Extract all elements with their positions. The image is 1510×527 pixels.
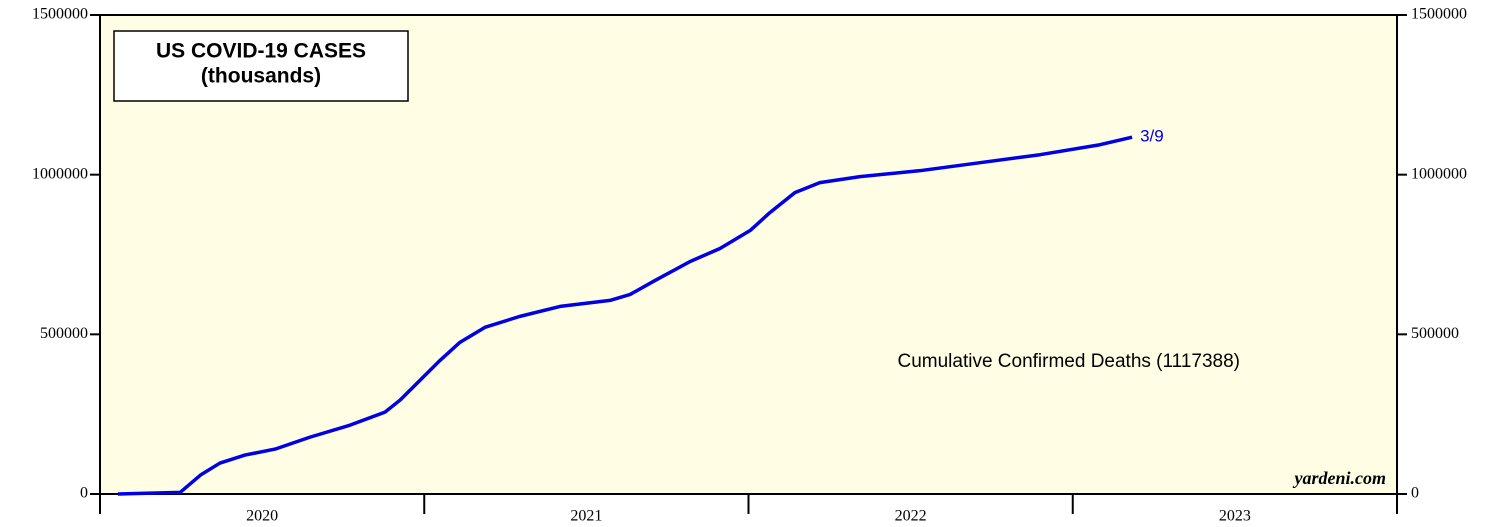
y-tick-label: 500000: [40, 325, 88, 342]
x-tick-label: 2020: [246, 508, 278, 525]
x-tick-label: 2023: [1219, 508, 1251, 525]
title-box: [113, 30, 409, 102]
y2-tick-label: 1000000: [1411, 165, 1467, 182]
y2-tick-label: 0: [1411, 485, 1419, 502]
y2-tick-label: 1500000: [1411, 6, 1467, 23]
y-tick-label: 1500000: [32, 6, 88, 23]
end-label: 3/9: [1140, 127, 1164, 146]
y-tick-label: 1000000: [32, 165, 88, 182]
y2-tick-label: 500000: [1411, 325, 1459, 342]
annotation: Cumulative Confirmed Deaths (1117388): [897, 351, 1240, 372]
y-tick-label: 0: [80, 485, 88, 502]
data-line: [117, 135, 1133, 496]
source: yardeni.com: [1293, 468, 1387, 488]
chart-subtitle: (thousands): [201, 65, 321, 88]
x-tick-label: 2022: [895, 508, 927, 525]
chart-title: US COVID-19 CASES: [156, 40, 366, 63]
x-tick-label: 2021: [570, 508, 602, 525]
